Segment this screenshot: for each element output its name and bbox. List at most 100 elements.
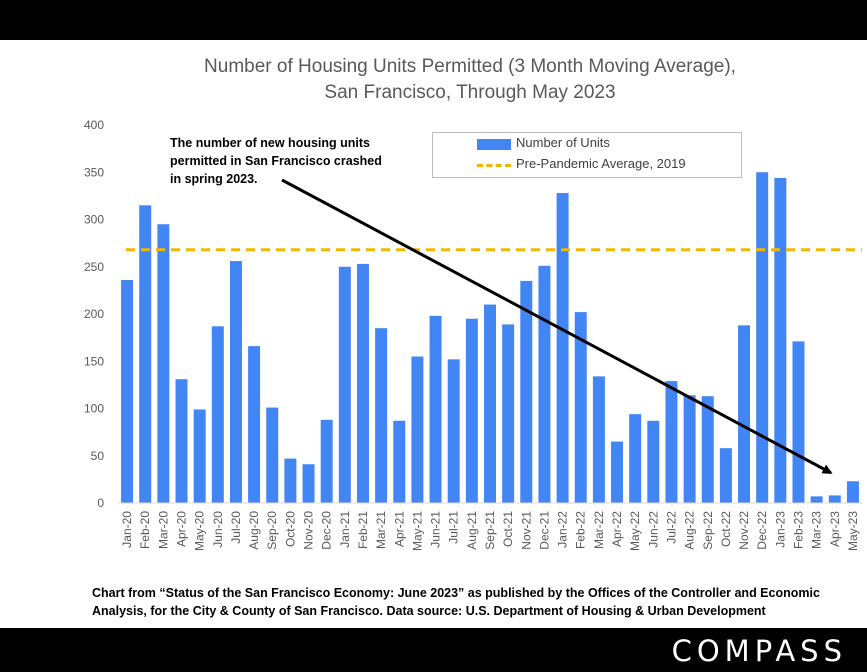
annotation-arrow: [281, 178, 833, 475]
x-tick-label: Dec-20: [320, 511, 334, 550]
x-tick-label: Aug-20: [247, 511, 261, 550]
bar-jun-22: [647, 420, 660, 503]
bar-nov-21: [520, 280, 533, 503]
bar-oct-20: [284, 458, 297, 503]
x-tick-label: Dec-22: [755, 511, 769, 550]
x-tick-label: Jan-21: [338, 511, 352, 548]
x-tick-label: Jun-21: [429, 511, 443, 548]
x-tick-label: Mar-23: [810, 511, 824, 549]
x-tick-label: May-21: [410, 511, 424, 551]
bar-feb-20: [139, 205, 152, 503]
bar-dec-22: [756, 172, 769, 503]
bar-mar-23: [810, 496, 823, 503]
bar-mar-21: [375, 328, 388, 503]
bar-jul-21: [447, 359, 460, 503]
legend-swatch-reference: [477, 164, 511, 167]
bar-jul-22: [665, 381, 678, 503]
bar-mar-22: [592, 376, 605, 503]
bar-mar-20: [157, 224, 170, 503]
bar-nov-20: [302, 464, 315, 503]
annotation-text: The number of new housing units permitte…: [170, 134, 420, 188]
legend-swatch-bars: [477, 139, 511, 150]
bar-apr-20: [175, 379, 188, 503]
x-tick-label: Nov-20: [302, 511, 316, 550]
annotation-arrow-group: [281, 178, 833, 475]
bar-jan-20: [121, 279, 134, 503]
x-tick-label: Oct-21: [501, 511, 515, 547]
x-tick-label: Jan-22: [556, 511, 570, 548]
bar-apr-21: [393, 420, 406, 503]
x-tick-label: Aug-21: [465, 511, 479, 550]
x-tick-label: May-22: [628, 511, 642, 551]
x-tick-label: Mar-22: [592, 511, 606, 549]
x-axis: Jan-20 Feb-20 Mar-20 Apr-20 May-20 Jun-20 Jul-…: [120, 511, 860, 551]
annotation-line1: The number of new housing units: [170, 136, 370, 150]
bar-may-20: [193, 409, 206, 503]
bar-feb-22: [574, 312, 587, 503]
bar-sep-22: [701, 396, 714, 503]
x-tick-label: Apr-21: [392, 511, 406, 547]
bar-dec-21: [538, 265, 551, 503]
bar-jul-20: [229, 261, 242, 503]
x-tick-label: Feb-21: [356, 511, 370, 549]
annotation-line3: in spring 2023.: [170, 172, 258, 186]
bar-jun-20: [211, 326, 224, 503]
y-axis: 0 50 100 150 200 250 300 350 400: [84, 118, 104, 510]
x-tick-label: Sep-20: [265, 511, 279, 550]
bar-nov-22: [738, 325, 751, 503]
legend: Number of Units Pre-Pandemic Average, 20…: [432, 132, 742, 178]
legend-label-reference: Pre-Pandemic Average, 2019: [516, 156, 686, 171]
x-tick-label: Dec-21: [537, 511, 551, 550]
x-tick-label: Sep-21: [483, 511, 497, 550]
bar-series: [118, 172, 862, 504]
bar-jan-22: [556, 193, 569, 504]
top-black-bar: [0, 0, 867, 40]
source-caption: Chart from “Status of the San Francisco …: [92, 584, 862, 620]
x-tick-label: Nov-22: [737, 511, 751, 550]
x-tick-label: Jan-20: [120, 511, 134, 548]
bar-sep-20: [266, 407, 279, 503]
y-tick-label: 200: [84, 307, 104, 321]
bar-jun-21: [429, 315, 442, 503]
legend-label-units: Number of Units: [516, 135, 610, 150]
bar-apr-23: [828, 495, 841, 503]
x-tick-label: Sep-22: [701, 511, 715, 550]
bar-may-23: [846, 481, 859, 503]
x-tick-label: Oct-20: [283, 511, 297, 547]
bar-dec-20: [320, 419, 333, 503]
bar-jan-23: [774, 177, 787, 504]
y-tick-label: 150: [84, 354, 104, 368]
x-tick-label: Oct-22: [719, 511, 733, 547]
x-tick-label: Jul-21: [447, 511, 461, 544]
bottom-black-bar: [0, 628, 867, 672]
annotation-line2: permitted in San Francisco crashed: [170, 154, 382, 168]
x-tick-label: May-20: [193, 511, 207, 551]
y-tick-label: 100: [84, 402, 104, 416]
x-tick-label: Nov-21: [519, 511, 533, 550]
x-tick-label: Mar-20: [156, 511, 170, 549]
chart-title-line2: San Francisco, Through May 2023: [324, 82, 616, 103]
bar-aug-20: [248, 346, 261, 503]
y-tick-label: 50: [91, 449, 105, 463]
y-tick-label: 300: [84, 213, 104, 227]
x-tick-label: Feb-23: [791, 511, 805, 549]
x-tick-label: Apr-23: [828, 511, 842, 547]
bar-feb-23: [792, 341, 805, 503]
y-tick-label: 250: [84, 260, 104, 274]
bar-apr-22: [611, 441, 624, 503]
x-tick-label: Jul-20: [229, 511, 243, 544]
x-tick-label: Aug-22: [683, 511, 697, 550]
chart-plot: 0 50 100 150 200 250 300 350 400 Jan-20 Feb-20 Mar…: [84, 118, 862, 551]
y-tick-label: 0: [97, 496, 104, 510]
chart-title-line1: Number of Housing Units Permitted (3 Mon…: [204, 56, 736, 77]
x-tick-label: Feb-22: [574, 511, 588, 549]
bar-may-21: [411, 356, 424, 503]
x-tick-label: Mar-21: [374, 511, 388, 549]
x-tick-label: May-23: [846, 511, 860, 551]
bar-sep-21: [484, 304, 496, 503]
x-tick-label: Apr-20: [175, 511, 189, 547]
x-tick-label: Feb-20: [138, 511, 152, 549]
y-tick-label: 350: [84, 165, 104, 179]
bar-may-22: [629, 414, 642, 503]
bar-aug-22: [683, 395, 696, 503]
